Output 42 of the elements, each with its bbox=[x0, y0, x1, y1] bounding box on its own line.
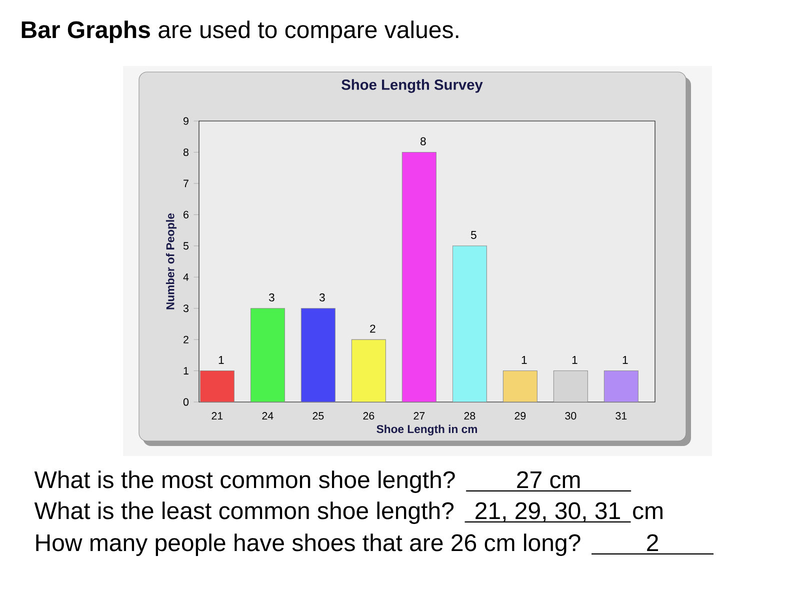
text: What is the most common shoe length? bbox=[34, 470, 455, 493]
y-tick-label: 0 bbox=[183, 398, 189, 406]
bar bbox=[452, 246, 487, 402]
x-tick-label: 31 bbox=[616, 412, 627, 420]
x-tick-label: 29 bbox=[514, 412, 526, 420]
data-label: 1 bbox=[572, 356, 578, 364]
y-tick-label: 2 bbox=[184, 336, 188, 344]
x-tick-label: 28 bbox=[464, 412, 476, 420]
x-axis-title: Shoe Length in cm bbox=[376, 424, 477, 436]
y-tick-label: 1 bbox=[184, 367, 188, 374]
text: 2 bbox=[647, 534, 658, 552]
bar bbox=[250, 308, 285, 402]
x-tick-label: 24 bbox=[262, 412, 274, 420]
text: 21, 29, 30, 31 bbox=[476, 502, 620, 522]
data-label: 1 bbox=[622, 356, 628, 364]
bar bbox=[351, 339, 386, 402]
text: 27 cm bbox=[517, 471, 580, 488]
x-tick-label: 25 bbox=[312, 412, 324, 420]
text: What is the least common shoe length? bbox=[34, 502, 454, 524]
text: Bar Graphs are used to compare values. bbox=[22, 20, 458, 43]
data-label: 3 bbox=[319, 293, 325, 302]
text: cm bbox=[633, 506, 662, 520]
chart-title: Shoe Length Survey bbox=[342, 79, 483, 93]
data-label: 2 bbox=[370, 324, 376, 333]
y-tick-label: 8 bbox=[183, 148, 188, 156]
data-label: 3 bbox=[268, 293, 274, 302]
data-label: 8 bbox=[420, 137, 426, 146]
x-tick-label: 27 bbox=[414, 412, 425, 420]
y-tick-label: 9 bbox=[184, 117, 188, 125]
data-label: 1 bbox=[522, 356, 527, 364]
x-tick-label: 30 bbox=[565, 412, 576, 420]
y-tick-label: 3 bbox=[183, 304, 188, 312]
data-label: 5 bbox=[470, 231, 476, 239]
data-label: 1 bbox=[218, 356, 224, 364]
text: How many people have shoes that are 26 cm long? bbox=[36, 534, 580, 556]
x-tick-label: 26 bbox=[363, 412, 374, 420]
y-axis-title: Number of People bbox=[166, 213, 177, 310]
y-tick-label: 7 bbox=[184, 180, 188, 188]
y-tick-label: 5 bbox=[183, 242, 189, 250]
y-tick-label: 4 bbox=[183, 273, 189, 281]
y-tick-label: 6 bbox=[184, 210, 188, 218]
x-tick-label: 21 bbox=[212, 412, 223, 420]
